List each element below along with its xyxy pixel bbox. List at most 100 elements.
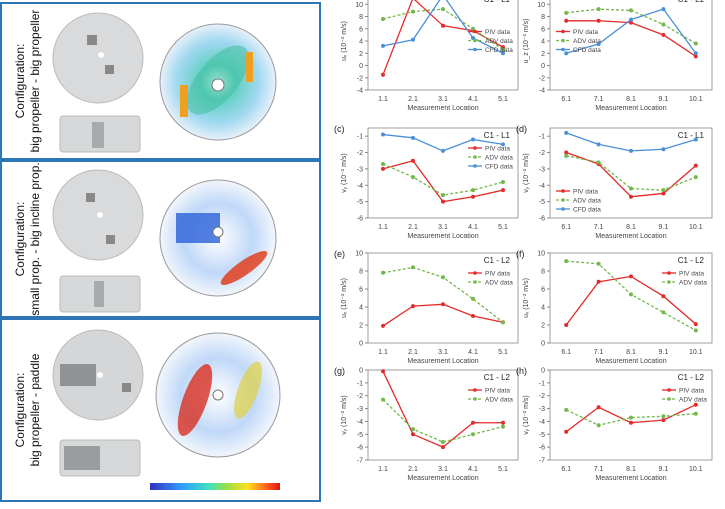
chart-title: C1 - L1 (678, 0, 705, 4)
paddle (60, 364, 96, 386)
legend-label: ADV data (573, 198, 601, 205)
y-tick-label: -2 (357, 393, 363, 400)
panel-label: (c) (334, 124, 345, 134)
data-point (411, 304, 415, 308)
legend-label: CFD data (573, 207, 601, 214)
legend-marker (667, 397, 671, 401)
data-point (597, 19, 601, 23)
data-line (566, 156, 696, 190)
color-bar (150, 483, 280, 490)
data-point (629, 149, 633, 153)
plot-frame (550, 0, 712, 90)
data-point (381, 369, 385, 373)
legend-label: ADV data (485, 155, 513, 162)
data-point (381, 133, 385, 137)
data-point (381, 398, 385, 402)
x-tick-label: 9.1 (659, 349, 669, 356)
y-tick-label: -4 (357, 419, 363, 426)
data-point (381, 167, 385, 171)
shaft (97, 212, 103, 218)
y-tick-label: -2 (539, 393, 545, 400)
y-tick-label: 4 (359, 305, 363, 312)
x-axis-label: Measurement Location (407, 233, 478, 240)
data-point (501, 421, 505, 425)
x-tick-label: 8.1 (626, 349, 636, 356)
data-point (441, 7, 445, 11)
data-point (694, 322, 698, 326)
x-tick-label: 3.1 (438, 96, 448, 103)
y-tick-label: -3 (357, 166, 363, 173)
x-tick-label: 5.1 (498, 349, 508, 356)
data-point (629, 274, 633, 278)
data-point (629, 416, 633, 420)
config-label: Configuration: (13, 373, 27, 448)
y-tick-label: -6 (539, 216, 545, 223)
x-tick-label: 9.1 (659, 224, 669, 231)
y-tick-label: -7 (539, 458, 545, 465)
data-point (661, 33, 665, 37)
config-label: Configuration: (13, 44, 27, 119)
panel-label: (e) (334, 249, 345, 259)
y-tick-label: -3 (539, 166, 545, 173)
y-tick-label: -1 (539, 380, 545, 387)
y-axis-label: uₓ (10⁻² m/s) (523, 278, 530, 318)
chart-title: C1 - L2 (678, 256, 705, 265)
x-tick-label: 8.1 (626, 224, 636, 231)
y-tick-label: -4 (539, 183, 545, 190)
data-point (441, 302, 445, 306)
y-tick-label: 0 (359, 341, 363, 348)
data-point (441, 149, 445, 153)
y-axis-label: u_z (10⁻² m/s) (523, 19, 530, 64)
data-point (564, 131, 568, 135)
data-point (597, 160, 601, 164)
data-point (629, 8, 633, 12)
legend-marker (473, 271, 477, 275)
data-point (411, 136, 415, 140)
y-axis-label: vᵧ (10⁻² m/s) (341, 395, 348, 434)
data-point (564, 323, 568, 327)
data-point (564, 51, 568, 55)
data-line (566, 276, 696, 325)
shaft (213, 227, 223, 237)
x-tick-label: 1.1 (378, 466, 388, 473)
panel-label: (d) (516, 124, 527, 134)
x-tick-label: 3.1 (438, 349, 448, 356)
data-point (661, 310, 665, 314)
y-tick-label: -1 (539, 134, 545, 141)
legend-marker (667, 388, 671, 392)
shaft (212, 79, 224, 91)
x-axis-label: Measurement Location (407, 105, 478, 112)
data-point (694, 51, 698, 55)
data-point (661, 188, 665, 192)
y-tick-label: -4 (539, 419, 545, 426)
y-tick-label: 6 (541, 287, 545, 294)
y-tick-label: -4 (357, 183, 363, 190)
y-tick-label: 0 (359, 63, 363, 70)
paddle (64, 446, 100, 470)
legend-label: PIV data (573, 29, 598, 36)
x-tick-label: 5.1 (498, 96, 508, 103)
plot-frame (368, 128, 518, 218)
data-point (629, 421, 633, 425)
flow-region (176, 213, 220, 243)
baffle (94, 281, 104, 307)
y-tick-label: -4 (539, 88, 545, 95)
data-point (411, 427, 415, 431)
x-tick-label: 6.1 (561, 96, 571, 103)
data-point (661, 7, 665, 11)
data-point (381, 17, 385, 21)
x-axis-label: Measurement Location (407, 358, 478, 365)
legend-marker (561, 39, 565, 43)
y-tick-label: -1 (357, 380, 363, 387)
y-axis-label: vᵧ (10⁻² m/s) (523, 395, 530, 434)
data-point (441, 193, 445, 197)
data-point (694, 164, 698, 168)
y-tick-label: -5 (539, 199, 545, 206)
data-point (381, 162, 385, 166)
data-point (597, 262, 601, 266)
y-axis-label: uₓ (10⁻² m/s) (341, 278, 348, 318)
y-tick-label: 10 (537, 2, 545, 9)
data-line (383, 371, 503, 447)
x-tick-label: 7.1 (594, 466, 604, 473)
